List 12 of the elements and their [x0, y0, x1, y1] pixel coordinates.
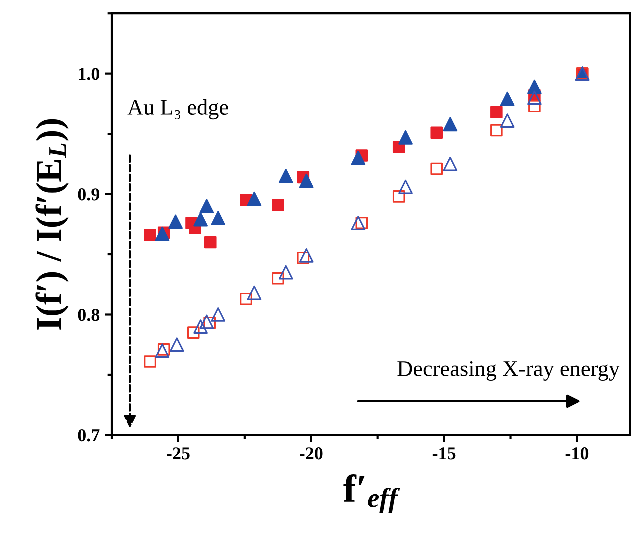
- annotation: Decreasing X-ray energy: [398, 361, 620, 381]
- y-tick-label: 0.7: [78, 429, 100, 442]
- y-tick-label: 0.8: [78, 309, 100, 322]
- x-tick-label: -20: [300, 448, 323, 460]
- y-tick-label: 0.9: [78, 188, 100, 201]
- y-tick-label: 1.0: [79, 68, 100, 80]
- annotation: Au L₃ edge: [128, 99, 228, 120]
- x-tick-label: -25: [167, 448, 190, 460]
- x-axis-title: f′$_{eff}$: [344, 474, 400, 514]
- y-axis-title: I(f′) / I(f′(E$_{L}$)): [36, 119, 69, 330]
- x-tick-label: -15: [432, 448, 456, 460]
- x-tick-label: -10: [566, 448, 589, 460]
